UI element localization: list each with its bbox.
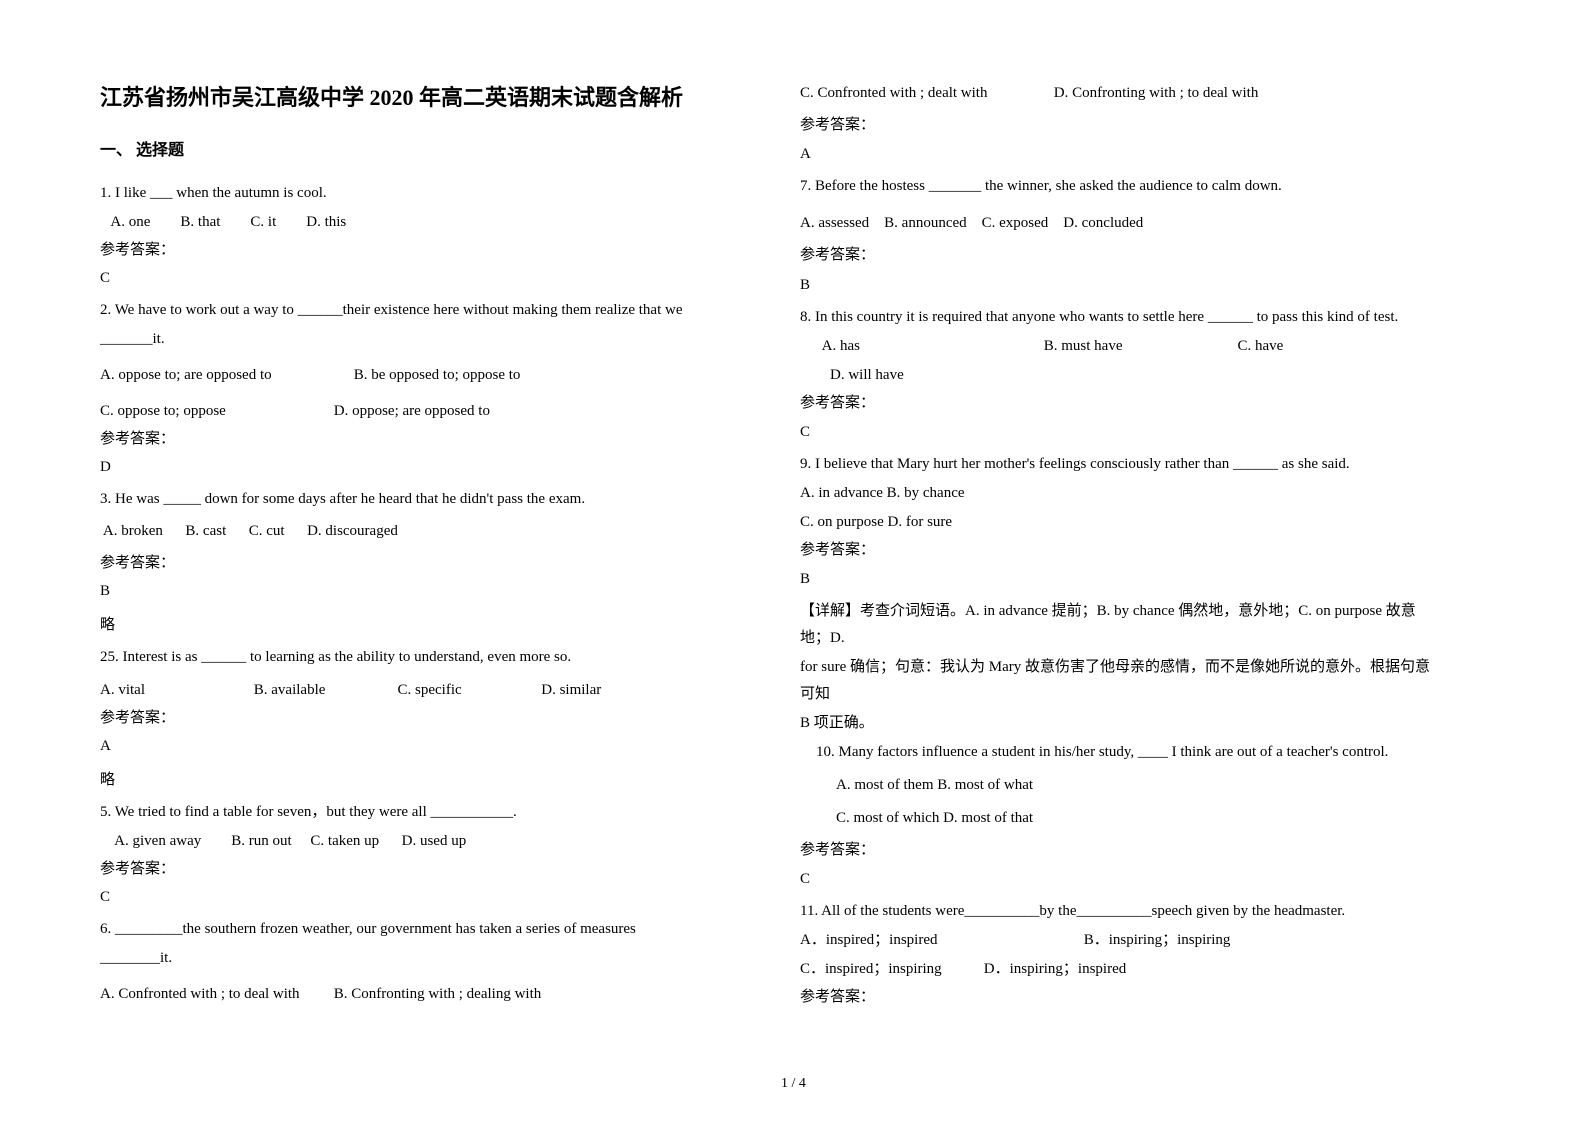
q9-explain-3: B 项正确。 xyxy=(800,710,1440,737)
q6-optA: A. Confronted with ; to deal with xyxy=(100,981,330,1008)
q6-answer-label: 参考答案： xyxy=(800,113,1440,134)
q6-optC: C. Confronted with ; dealt with xyxy=(800,80,1050,107)
q10-answer: C xyxy=(800,871,1440,888)
q10-answer-label: 参考答案： xyxy=(800,838,1440,859)
right-column: C. Confronted with ; dealt with D. Confr… xyxy=(800,80,1440,1010)
q8-options-row2: D. will have xyxy=(800,362,1440,389)
section-heading: 一、 选择题 xyxy=(100,136,740,160)
q3-stem: 3. He was _____ down for some days after… xyxy=(100,486,740,513)
q2-stem-line1: 2. We have to work out a way to ______th… xyxy=(100,297,740,324)
q2-options-row1: A. oppose to; are opposed to B. be oppos… xyxy=(100,362,740,389)
left-column: 江苏省扬州市吴江高级中学 2020 年高二英语期末试题含解析 一、 选择题 1.… xyxy=(100,80,740,1010)
q5-answer: C xyxy=(100,889,740,906)
q4-stem: 25. Interest is as ______ to learning as… xyxy=(100,644,740,671)
q7-options: A. assessed B. announced C. exposed D. c… xyxy=(800,210,1440,237)
q2-answer: D xyxy=(100,459,740,476)
q4-optB: B. available xyxy=(254,677,394,704)
q9-stem: 9. I believe that Mary hurt her mother's… xyxy=(800,451,1440,478)
document-title: 江苏省扬州市吴江高级中学 2020 年高二英语期末试题含解析 xyxy=(100,80,740,112)
q11-answer-label: 参考答案： xyxy=(800,985,1440,1006)
q9-answer: B xyxy=(800,571,1440,588)
q2-optA: A. oppose to; are opposed to xyxy=(100,362,350,389)
q10-options-row1: A. most of them B. most of what xyxy=(800,772,1440,799)
q1-options: A. one B. that C. it D. this xyxy=(100,209,740,236)
q4-options: A. vital B. available C. specific D. sim… xyxy=(100,677,740,704)
q7-answer: B xyxy=(800,277,1440,294)
q10-options-row2: C. most of which D. most of that xyxy=(800,805,1440,832)
q8-answer-label: 参考答案： xyxy=(800,391,1440,412)
q2-optB: B. be opposed to; oppose to xyxy=(354,362,521,389)
q6-answer: A xyxy=(800,146,1440,163)
q8-options-row1: A. has B. must have C. have xyxy=(800,333,1440,360)
q4-optD: D. similar xyxy=(541,677,601,704)
q10-stem: 10. Many factors influence a student in … xyxy=(800,739,1440,766)
q11-optD: D．inspiring；inspired xyxy=(984,956,1127,983)
q8-optA: A. has xyxy=(800,333,1040,360)
q4-answer: A xyxy=(100,738,740,755)
q9-options-row2: C. on purpose D. for sure xyxy=(800,509,1440,536)
q2-answer-label: 参考答案： xyxy=(100,427,740,448)
q8-optB: B. must have xyxy=(1044,333,1234,360)
q9-answer-label: 参考答案： xyxy=(800,538,1440,559)
q4-optA: A. vital xyxy=(100,677,250,704)
q2-optC: C. oppose to; oppose xyxy=(100,398,330,425)
q9-explain-2: for sure 确信；句意：我认为 Mary 故意伤害了他母亲的感情，而不是像… xyxy=(800,654,1440,708)
q7-stem: 7. Before the hostess _______ the winner… xyxy=(800,173,1440,200)
q6-stem-line2: ________it. xyxy=(100,945,740,972)
q11-options-row1: A．inspired；inspired B．inspiring；inspirin… xyxy=(800,927,1440,954)
q5-stem: 5. We tried to find a table for seven，bu… xyxy=(100,799,740,826)
q1-answer: C xyxy=(100,270,740,287)
q9-options-row1: A. in advance B. by chance xyxy=(800,480,1440,507)
q1-answer-label: 参考答案： xyxy=(100,238,740,259)
q6-optB: B. Confronting with ; dealing with xyxy=(334,981,542,1008)
q4-optC: C. specific xyxy=(398,677,538,704)
q2-optD: D. oppose; are opposed to xyxy=(334,398,490,425)
q6-stem-line1: 6. _________the southern frozen weather,… xyxy=(100,916,740,943)
page-container: 江苏省扬州市吴江高级中学 2020 年高二英语期末试题含解析 一、 选择题 1.… xyxy=(0,0,1587,1050)
q8-stem: 8. In this country it is required that a… xyxy=(800,304,1440,331)
q5-answer-label: 参考答案： xyxy=(100,857,740,878)
q11-stem: 11. All of the students were__________by… xyxy=(800,898,1440,925)
q2-stem-line2: _______it. xyxy=(100,326,740,353)
q6-options-row1: A. Confronted with ; to deal with B. Con… xyxy=(100,981,740,1008)
q8-answer: C xyxy=(800,424,1440,441)
page-number: 1 / 4 xyxy=(0,1076,1587,1092)
q6-optD: D. Confronting with ; to deal with xyxy=(1054,80,1259,107)
q4-answer-label: 参考答案： xyxy=(100,706,740,727)
q4-note: 略 xyxy=(100,768,740,789)
q3-answer: B xyxy=(100,583,740,600)
q3-options: A. broken B. cast C. cut D. discouraged xyxy=(100,518,740,545)
q8-optC: C. have xyxy=(1238,333,1284,360)
q5-options: A. given away B. run out C. taken up D. … xyxy=(100,828,740,855)
q11-options-row2: C．inspired；inspiring D．inspiring；inspire… xyxy=(800,956,1440,983)
q3-note: 略 xyxy=(100,613,740,634)
q11-optB: B．inspiring；inspiring xyxy=(1084,927,1231,954)
q11-optA: A．inspired；inspired xyxy=(800,927,1080,954)
q11-optC: C．inspired；inspiring xyxy=(800,956,980,983)
q3-answer-label: 参考答案： xyxy=(100,551,740,572)
q1-stem: 1. I like ___ when the autumn is cool. xyxy=(100,180,740,207)
q7-answer-label: 参考答案： xyxy=(800,243,1440,264)
q6-options-row2: C. Confronted with ; dealt with D. Confr… xyxy=(800,80,1440,107)
q9-explain-1: 【详解】考查介词短语。A. in advance 提前；B. by chance… xyxy=(800,598,1440,652)
q2-options-row2: C. oppose to; oppose D. oppose; are oppo… xyxy=(100,398,740,425)
